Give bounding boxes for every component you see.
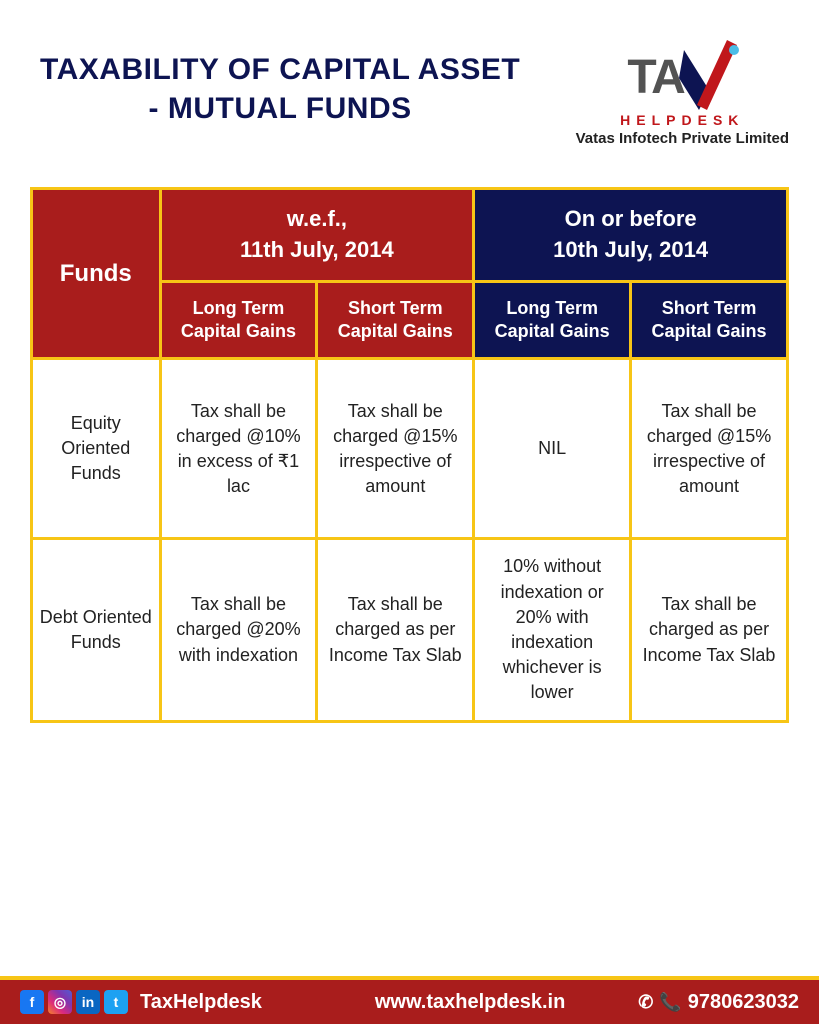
table-row: Debt Oriented Funds Tax shall be charged… [32,539,788,721]
table-row: Equity Oriented Funds Tax shall be charg… [32,359,788,539]
phone-number: 9780623032 [688,991,799,1014]
subhead-p2-stcg: Short Term Capital Gains [631,281,788,359]
footer-bar: f ◎ in t TaxHelpdesk www.taxhelpdesk.in … [0,976,819,1024]
subhead-p1-stcg: Short Term Capital Gains [317,281,474,359]
cell-equity-p2-lt: NIL [474,359,631,539]
cell-equity-p1-lt: Tax shall be charged @10% in excess of ₹… [160,359,317,539]
twitter-icon[interactable]: t [104,990,128,1014]
footer-url[interactable]: www.taxhelpdesk.in [302,991,638,1014]
header-period-after: w.e.f., 11th July, 2014 [160,189,474,282]
company-name: Vatas Infotech Private Limited [576,130,789,147]
instagram-icon[interactable]: ◎ [48,990,72,1014]
header-funds: Funds [32,189,161,359]
period2-text: On or before 10th July, 2014 [553,206,708,262]
whatsapp-icon: ✆ [638,992,653,1013]
subhead-p2-ltcg: Long Term Capital Gains [474,281,631,359]
subhead-p1-ltcg: Long Term Capital Gains [160,281,317,359]
tax-table: Funds w.e.f., 11th July, 2014 On or befo… [30,187,789,723]
cell-equity-p2-st: Tax shall be charged @15% irrespective o… [631,359,788,539]
brand-logo: TA HELPDESK Vatas Infotech Private Limit… [576,50,789,147]
header: TAXABILITY OF CAPITAL ASSET - MUTUAL FUN… [0,0,819,167]
footer-handle: TaxHelpdesk [140,991,262,1014]
title-line1: TAXABILITY OF CAPITAL ASSET [40,50,520,89]
cell-debt-p2-st: Tax shall be charged as per Income Tax S… [631,539,788,721]
linkedin-icon[interactable]: in [76,990,100,1014]
logo-dot-icon [729,45,739,55]
title-line2: - MUTUAL FUNDS [40,89,520,128]
fund-name-debt: Debt Oriented Funds [32,539,161,721]
tax-table-container: Funds w.e.f., 11th July, 2014 On or befo… [0,167,819,743]
cell-debt-p1-lt: Tax shall be charged @20% with indexatio… [160,539,317,721]
phone-icon: 📞 [659,992,681,1013]
cell-equity-p1-st: Tax shall be charged @15% irrespective o… [317,359,474,539]
social-icons: f ◎ in t [20,990,128,1014]
footer-phone: ✆ 📞 9780623032 [638,991,799,1014]
cell-debt-p1-st: Tax shall be charged as per Income Tax S… [317,539,474,721]
logo-tax-text: TA [627,50,683,105]
facebook-icon[interactable]: f [20,990,44,1014]
logo-x-icon [684,50,724,110]
logo-mark: TA [576,50,776,120]
fund-name-equity: Equity Oriented Funds [32,359,161,539]
cell-debt-p2-lt: 10% without indexation or 20% with index… [474,539,631,721]
page-title: TAXABILITY OF CAPITAL ASSET - MUTUAL FUN… [40,50,520,128]
period1-text: w.e.f., 11th July, 2014 [240,206,394,262]
header-period-before: On or before 10th July, 2014 [474,189,788,282]
